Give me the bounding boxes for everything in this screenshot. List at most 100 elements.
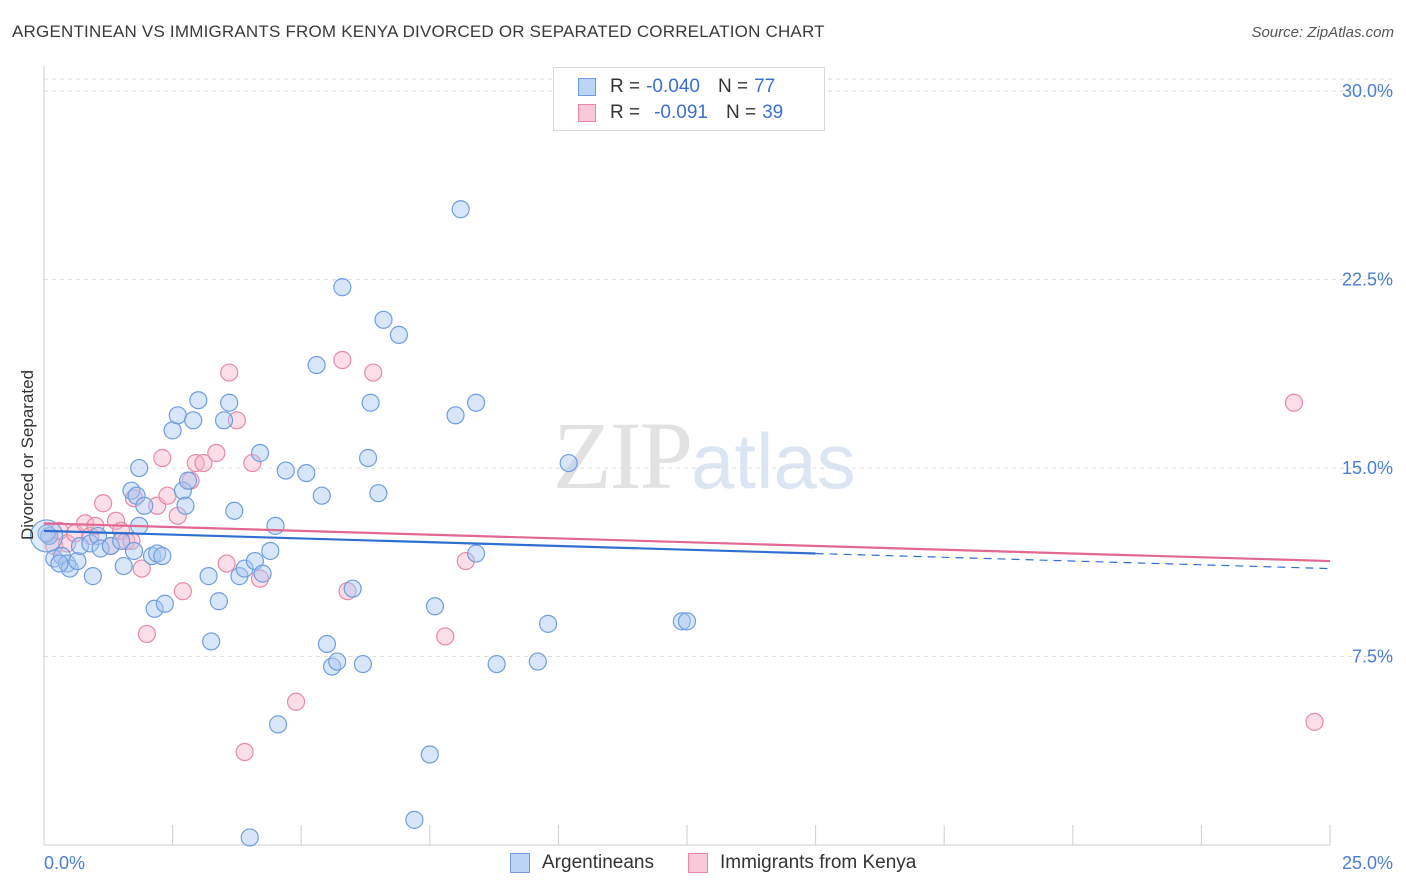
legend-n-value: 77	[754, 76, 776, 97]
argentinean-point	[250, 443, 270, 463]
trend-lines	[43, 522, 1331, 570]
argentinean-point	[539, 614, 558, 633]
kenya-point	[250, 569, 270, 588]
argentinean-point	[50, 554, 69, 573]
argentinean-point	[60, 559, 79, 578]
argentinean-point	[297, 463, 316, 483]
legend-row-argentineans: R = -0.040 N = 77	[578, 75, 775, 99]
argentinean-point	[361, 393, 380, 412]
argentinean-point	[209, 592, 228, 611]
argentinean-point	[672, 612, 691, 631]
kenya-points	[40, 350, 1324, 762]
legend-r-label: R =	[610, 102, 641, 123]
argentinean-point	[81, 534, 100, 553]
argentinean-point	[101, 536, 120, 556]
kenya-point	[1284, 393, 1304, 412]
legend-n-label: N =	[717, 76, 749, 97]
kenya-point	[217, 554, 236, 573]
kenya-point	[207, 443, 226, 463]
kenya-point	[168, 506, 187, 525]
argentinean-point	[114, 556, 133, 576]
kenya-point	[286, 692, 306, 711]
argentinean-point	[220, 393, 239, 412]
kenya-point	[338, 582, 357, 601]
argentinean-point	[276, 461, 295, 480]
argentinean-point	[68, 551, 87, 571]
argentinean-point	[168, 406, 187, 425]
axes	[43, 66, 1331, 846]
legend-n-value: 39	[762, 102, 784, 123]
kenya-point	[137, 624, 156, 644]
source-label: Source: ZipAtlas.com	[1251, 24, 1394, 41]
argentinean-trend-extension	[815, 552, 1331, 570]
kenya-point	[1305, 712, 1324, 731]
kenya-point	[186, 453, 205, 473]
argentinean-point	[37, 524, 56, 543]
argentinean-point	[677, 612, 697, 631]
argentinean-point	[235, 559, 254, 578]
series-legend: Argentineans Immigrants from Kenya	[510, 852, 950, 874]
argentinean-point	[155, 594, 174, 613]
argentinean-point	[328, 652, 347, 671]
argentinean-point	[528, 652, 547, 671]
argentinean-point	[268, 715, 288, 734]
kenya-point	[94, 494, 113, 513]
argentinean-point	[178, 471, 198, 490]
series-legend-kenya[interactable]: Immigrants from Kenya	[687, 852, 917, 874]
argentinean-point	[405, 810, 424, 829]
argentinean-point	[369, 484, 388, 503]
kenya-point	[132, 559, 151, 578]
argentinean-point	[451, 200, 470, 219]
series-swatch-blue	[510, 853, 530, 873]
y-tick-label: 22.5%	[1342, 270, 1393, 290]
correlation-legend: R = -0.040 N = 77 R = -0.091 N = 39	[553, 67, 825, 131]
series-legend-argentineans[interactable]: Argentineans	[510, 852, 654, 874]
argentinean-point	[307, 355, 326, 375]
argentinean-point	[317, 634, 337, 654]
argentinean-point	[389, 325, 409, 344]
kenya-point	[173, 582, 192, 601]
argentinean-point	[153, 546, 172, 566]
argentinean-point	[343, 579, 362, 598]
kenya-point	[153, 448, 172, 468]
argentinean-point	[173, 481, 192, 500]
y-tick-label: 30.0%	[1342, 81, 1393, 101]
argentinean-point	[225, 501, 244, 520]
argentinean-point	[148, 544, 167, 563]
argentinean-point	[145, 599, 164, 618]
series-swatch-pink	[687, 853, 708, 873]
y-tick-labels: 7.5% 15.0% 22.5% 30.0%	[1342, 81, 1393, 666]
argentinean-point	[127, 486, 146, 505]
argentinean-point	[420, 745, 439, 764]
argentinean-point	[184, 411, 203, 430]
argentinean-point	[353, 654, 373, 674]
x-tick-label-max: 25.0%	[1342, 853, 1393, 873]
legend-r-value: -0.091	[654, 102, 708, 123]
kenya-point	[333, 350, 352, 370]
argentinean-point	[214, 411, 234, 430]
argentinean-point	[358, 448, 378, 468]
kenya-point	[158, 486, 177, 505]
argentinean-point	[122, 481, 141, 500]
argentinean-point	[83, 567, 102, 586]
argentinean-point	[425, 597, 445, 616]
kenya-point	[243, 453, 262, 473]
kenya-point	[456, 551, 475, 571]
argentinean-point	[374, 310, 393, 329]
argentinean-point	[466, 544, 486, 563]
series-label-kenya: Immigrants from Kenya	[719, 852, 917, 873]
argentinean-point	[163, 421, 182, 440]
legend-row-kenya: R = -0.091 N = 39	[578, 101, 783, 125]
legend-r-label: R =	[610, 76, 641, 97]
argentinean-cluster-point	[29, 519, 64, 553]
argentinean-point	[202, 632, 221, 651]
argentinean-point	[124, 541, 144, 561]
argentinean-point	[130, 458, 149, 478]
argentinean-points	[29, 200, 697, 847]
argentinean-point	[446, 406, 465, 425]
argentinean-point	[466, 393, 486, 412]
legend-swatch-blue	[578, 78, 596, 96]
argentinean-point	[199, 567, 218, 586]
legend-swatch-pink	[578, 104, 596, 122]
